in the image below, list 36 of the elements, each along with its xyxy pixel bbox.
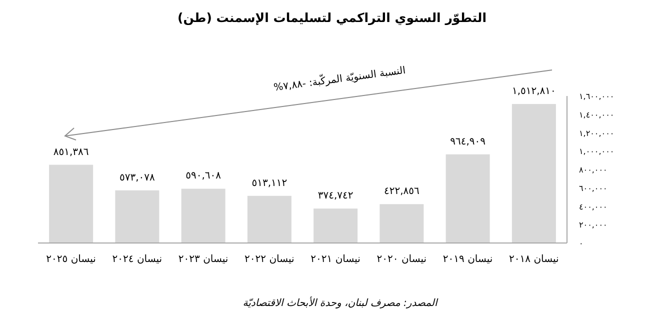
x-tick-label: نيسان ٢٠٢١ <box>310 254 360 265</box>
data-label: ٤٢٢,٨٥٦ <box>384 186 420 198</box>
y-tick-label: ١,٤٠٠,٠٠٠ <box>579 110 614 120</box>
y-tick-label: ٨٠٠,٠٠٠ <box>579 166 608 174</box>
bar <box>181 188 226 243</box>
data-label: ١,٥١٢,٨١٠ <box>512 86 556 98</box>
bar <box>247 196 292 243</box>
bar <box>446 154 490 243</box>
y-tick-label: ١,٢٠٠,٠٠٠ <box>579 128 614 138</box>
data-label: ٣٧٤,٧٤٢ <box>318 190 354 202</box>
data-label: ٥٧٣,٠٧٨ <box>119 172 156 184</box>
data-label: ٨٥١,٣٨٦ <box>53 146 89 158</box>
y-tick-label: ٤٠٠,٠٠٠ <box>579 202 608 212</box>
x-tick-label: نيسان ٢٠٢٢ <box>244 254 294 265</box>
y-tick-label: ٦٠٠,٠٠٠ <box>579 184 608 193</box>
x-tick-label: نيسان ٢٠١٩ <box>442 254 493 265</box>
x-tick-label: نيسان ٢٠٢٠ <box>376 254 427 265</box>
bar <box>512 104 556 243</box>
bar <box>115 190 160 243</box>
y-tick-label: ١,٠٠٠,٠٠٠ <box>579 147 614 156</box>
data-label: ٩٦٤,٩٠٩ <box>450 136 486 148</box>
y-tick-label: ٢٠٠,٠٠٠ <box>579 220 608 230</box>
data-label: ٥٩٠,٦٠٨ <box>186 170 222 182</box>
text: المصدر: مصرف لبنان، وحدة الأبحاث الاقتصاديّة <box>242 296 438 309</box>
chart-title: التطوّر السنوي التراكمي لتسليمات الإسمنت (طن) <box>178 10 486 26</box>
data-label: ٥١٣,١١٢ <box>252 178 288 189</box>
y-tick-label: ٠ <box>579 239 584 248</box>
x-tick-label: نيسان ٢٠٢٣ <box>178 254 228 265</box>
y-tick-label: ١,٦٠٠,٠٠٠ <box>579 92 614 101</box>
x-tick-label: نيسان ٢٠٢٤ <box>112 254 162 265</box>
bar <box>49 164 94 243</box>
text: النسبة السنويّة المركّبة: -٧,٨٨% <box>272 62 406 94</box>
x-tick-label: نيسان ٢٠٢٥ <box>46 254 96 265</box>
x-tick-label: نيسان ٢٠١٨ <box>509 254 559 265</box>
bar <box>314 208 358 243</box>
bar <box>380 204 424 243</box>
